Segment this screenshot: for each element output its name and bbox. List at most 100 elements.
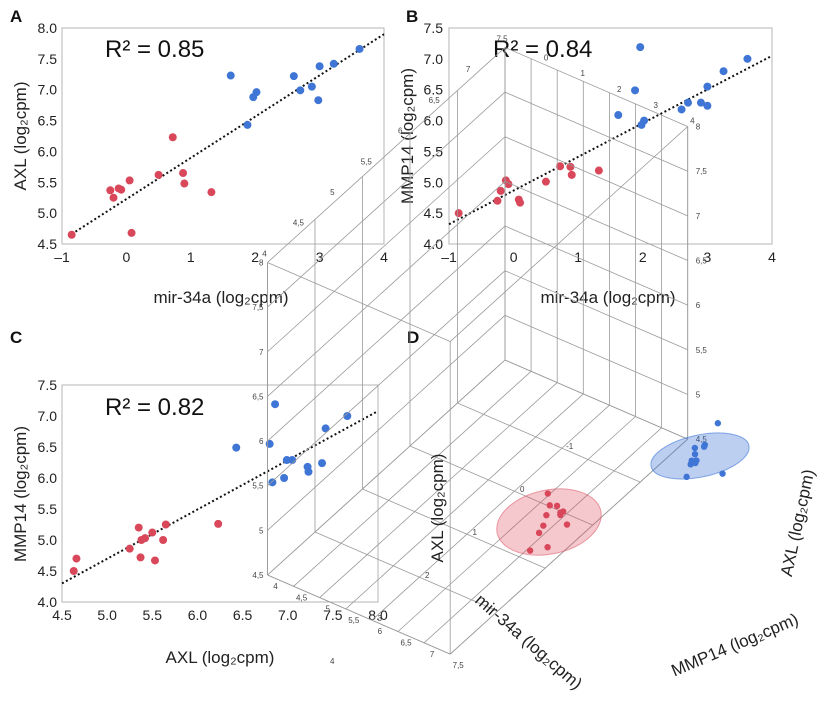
axis-label-mmp14: MMP14 (log₂cpm) xyxy=(669,610,802,681)
front-right-tick: 5 xyxy=(325,605,330,614)
axis-label-mir34a: mir-34a (log₂cpm) xyxy=(471,590,585,693)
grid-line-3d xyxy=(293,371,532,587)
front-right-tick: 6 xyxy=(378,627,383,636)
vertical-left-tick: 7,5 xyxy=(252,303,264,312)
data-point-red xyxy=(496,186,505,195)
vertical-right-tick: 6 xyxy=(696,301,701,310)
data-point-blue xyxy=(232,443,241,452)
vertical-left-tick: 5 xyxy=(259,526,264,535)
data-point-3d-red xyxy=(544,490,551,497)
panel-label-A: A xyxy=(10,7,22,26)
data-point-red xyxy=(69,567,78,575)
panel-label-B: B xyxy=(406,7,418,26)
x-tick-label: 0 xyxy=(123,249,131,265)
cluster-ellipse-red xyxy=(496,488,602,556)
grid-line-3d xyxy=(504,91,688,172)
y-tick-label: 6.5 xyxy=(38,113,58,129)
x-axis-label: mir-34a (log₂cpm) xyxy=(153,288,288,307)
grid-line-3d xyxy=(449,438,688,655)
trend-line xyxy=(71,33,385,235)
x-tick-label: 1 xyxy=(187,249,195,265)
data-point-red xyxy=(179,169,188,178)
data-point-blue xyxy=(684,98,693,107)
data-point-blue xyxy=(743,54,752,63)
data-point-red xyxy=(109,193,118,202)
trend-line xyxy=(61,410,379,585)
front-right-tick: 7,5 xyxy=(453,661,465,670)
top-back-tick: 5 xyxy=(330,188,335,197)
x-tick-label: 4.5 xyxy=(52,607,72,623)
y-tick-label: 5.0 xyxy=(38,532,58,548)
data-point-red xyxy=(141,534,150,543)
y-tick-label: 5.5 xyxy=(38,501,58,517)
data-point-blue xyxy=(307,82,316,91)
data-point-blue xyxy=(280,474,289,482)
data-point-red xyxy=(159,536,168,544)
data-point-blue xyxy=(265,439,274,448)
data-point-red xyxy=(154,170,163,179)
grid-line-3d xyxy=(267,315,506,531)
y-tick-label: 7.5 xyxy=(38,51,58,67)
y-tick-label: 5.0 xyxy=(424,174,444,190)
data-point-blue xyxy=(252,88,261,97)
grid-line-3d xyxy=(267,574,451,655)
top-right-tick: 3 xyxy=(654,101,659,110)
grid-line-3d xyxy=(371,404,610,621)
data-point-red xyxy=(594,166,603,175)
top-right-tick: 2 xyxy=(617,85,622,94)
grid-line-3d xyxy=(267,270,506,486)
y-axis-label: MMP14 (log₂cpm) xyxy=(11,426,30,562)
plot-frame-B xyxy=(448,27,773,245)
data-point-blue xyxy=(343,412,352,420)
top-back-tick: 5,5 xyxy=(361,157,373,166)
data-point-3d-red xyxy=(557,509,564,516)
front-right-tick: 7 xyxy=(430,650,435,659)
x-tick-label: 6.0 xyxy=(188,607,208,623)
data-point-3d-red xyxy=(544,543,551,551)
x-tick-label: 3 xyxy=(704,249,712,265)
vertical-left-tick: 6 xyxy=(259,437,264,446)
front-right-tick: 5,5 xyxy=(348,616,360,625)
front-left-tick: 0 xyxy=(520,485,525,494)
data-point-red xyxy=(541,177,550,186)
data-point-red xyxy=(567,170,576,179)
top-back-tick: 7,5 xyxy=(496,34,508,43)
x-tick-label: 2 xyxy=(251,249,259,265)
front-left-tick: -1 xyxy=(566,442,574,451)
y-tick-label: 5.5 xyxy=(38,174,58,190)
data-point-blue xyxy=(636,43,645,52)
data-point-blue xyxy=(271,400,280,409)
data-point-blue xyxy=(677,105,686,114)
data-point-blue xyxy=(719,67,728,76)
data-point-red xyxy=(168,133,177,142)
data-point-red xyxy=(72,554,81,563)
data-point-red xyxy=(136,553,145,562)
x-tick-label: –1 xyxy=(54,249,70,265)
vertical-right-tick: 7 xyxy=(696,212,701,221)
y-tick-label: 7.0 xyxy=(38,408,58,424)
data-point-3d-red xyxy=(535,529,543,537)
data-point-red xyxy=(106,186,115,195)
y-axis-label: AXL (log₂cpm) xyxy=(11,82,30,191)
data-point-red xyxy=(566,162,575,171)
data-point-red xyxy=(161,520,170,529)
grid-line-3d xyxy=(504,270,688,351)
y-tick-label: 4.5 xyxy=(38,563,58,579)
y-tick-label: 4.5 xyxy=(424,205,444,221)
grid-line-3d xyxy=(504,225,688,306)
grid-line-3d xyxy=(504,359,688,440)
cluster-ellipse-blue xyxy=(650,432,750,480)
data-point-blue xyxy=(321,424,330,433)
data-point-3d-red xyxy=(526,547,534,554)
data-point-3d-blue xyxy=(691,450,699,458)
data-point-blue xyxy=(614,111,623,120)
x-tick-label: 7.5 xyxy=(323,607,343,623)
data-point-blue xyxy=(314,96,323,105)
data-point-3d-red xyxy=(540,522,547,529)
data-point-blue xyxy=(329,59,338,68)
vertical-left-tick: 6,5 xyxy=(252,392,264,401)
data-point-3d-blue xyxy=(688,457,695,464)
data-point-red xyxy=(454,209,463,218)
y-tick-label: 5.5 xyxy=(424,143,444,159)
